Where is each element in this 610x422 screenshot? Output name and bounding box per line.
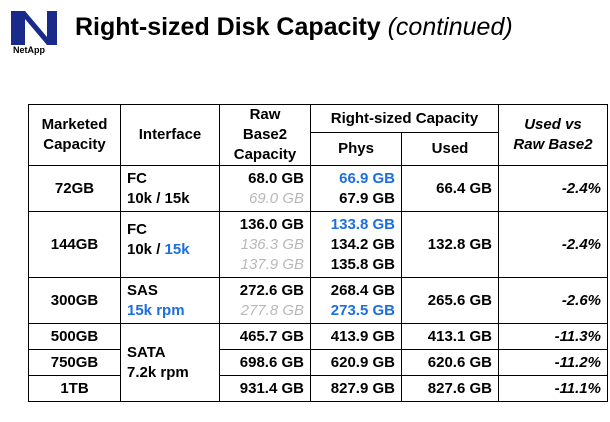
cell-phys: 827.9 GB: [310, 375, 402, 402]
cell-interface: SATA 7.2k rpm: [120, 323, 220, 402]
cell-marketed: 300GB: [28, 277, 121, 324]
cell-phys: 413.9 GB: [310, 323, 402, 350]
cell-pct: -2.4%: [498, 211, 608, 278]
cell-marketed: 750GB: [28, 349, 121, 376]
cell-raw: 68.0 GB 69.0 GB: [219, 165, 311, 212]
header-right-sized: Right-sized Capacity: [310, 103, 499, 134]
cell-used: 413.1 GB: [401, 323, 499, 350]
cell-phys: 268.4 GB 273.5 GB: [310, 277, 402, 324]
cell-pct: -11.2%: [498, 349, 608, 376]
cell-pct: -2.6%: [498, 277, 608, 324]
cell-phys: 620.9 GB: [310, 349, 402, 376]
cell-used: 265.6 GB: [401, 277, 499, 324]
cell-used: 132.8 GB: [401, 211, 499, 278]
cell-interface: FC 10k / 15k: [120, 211, 220, 278]
netapp-logo-icon: [11, 11, 57, 45]
table-row: 300GB SAS 15k rpm 272.6 GB 277.8 GB 268.…: [28, 277, 608, 324]
cell-marketed: 144GB: [28, 211, 121, 278]
cell-raw: 931.4 GB: [219, 375, 311, 402]
cell-raw: 136.0 GB 136.3 GB 137.9 GB: [219, 211, 311, 278]
table-row: 500GB SATA 7.2k rpm 465.7 GB 413.9 GB 41…: [28, 323, 608, 402]
cell-marketed: 72GB: [28, 165, 121, 212]
cell-raw: 698.6 GB: [219, 349, 311, 376]
cell-interface: FC 10k / 15k: [120, 165, 220, 212]
header-interface: Interface: [120, 104, 220, 166]
cell-pct: -11.3%: [498, 323, 608, 350]
logo-text: NetApp: [13, 45, 45, 55]
cell-interface: SAS 15k rpm: [120, 277, 220, 324]
table-row: 144GB FC 10k / 15k 136.0 GB 136.3 GB 137…: [28, 211, 608, 278]
header-used: Used: [401, 132, 499, 166]
cell-raw: 465.7 GB: [219, 323, 311, 350]
cell-phys: 133.8 GB 134.2 GB 135.8 GB: [310, 211, 402, 278]
page-title: Right-sized Disk Capacity (continued): [75, 13, 513, 42]
cell-marketed: 500GB: [28, 323, 121, 350]
cell-phys: 66.9 GB 67.9 GB: [310, 165, 402, 212]
table-row: 1TB 931.4 GB 827.9 GB 827.6 GB -11.1%: [28, 375, 608, 402]
cell-used: 827.6 GB: [401, 375, 499, 402]
cell-used: 66.4 GB: [401, 165, 499, 212]
table-row: 72GB FC 10k / 15k 68.0 GB 69.0 GB 66.9 G…: [28, 165, 608, 212]
header-marketed: Marketed Capacity: [28, 104, 121, 166]
cell-raw: 272.6 GB 277.8 GB: [219, 277, 311, 324]
table-row: 750GB 698.6 GB 620.9 GB 620.6 GB -11.2%: [28, 349, 608, 376]
cell-used: 620.6 GB: [401, 349, 499, 376]
header-used-vs: Used vs Raw Base2: [498, 104, 608, 166]
title-main: Right-sized Disk Capacity: [75, 13, 381, 41]
capacity-table: Marketed Capacity Interface Raw Base2 Ca…: [28, 103, 608, 402]
cell-marketed: 1TB: [28, 375, 121, 402]
cell-pct: -11.1%: [498, 375, 608, 402]
header-raw: Raw Base2 Capacity: [219, 104, 311, 166]
title-sub: (continued): [387, 13, 513, 41]
header-phys: Phys: [310, 132, 402, 166]
cell-pct: -2.4%: [498, 165, 608, 212]
